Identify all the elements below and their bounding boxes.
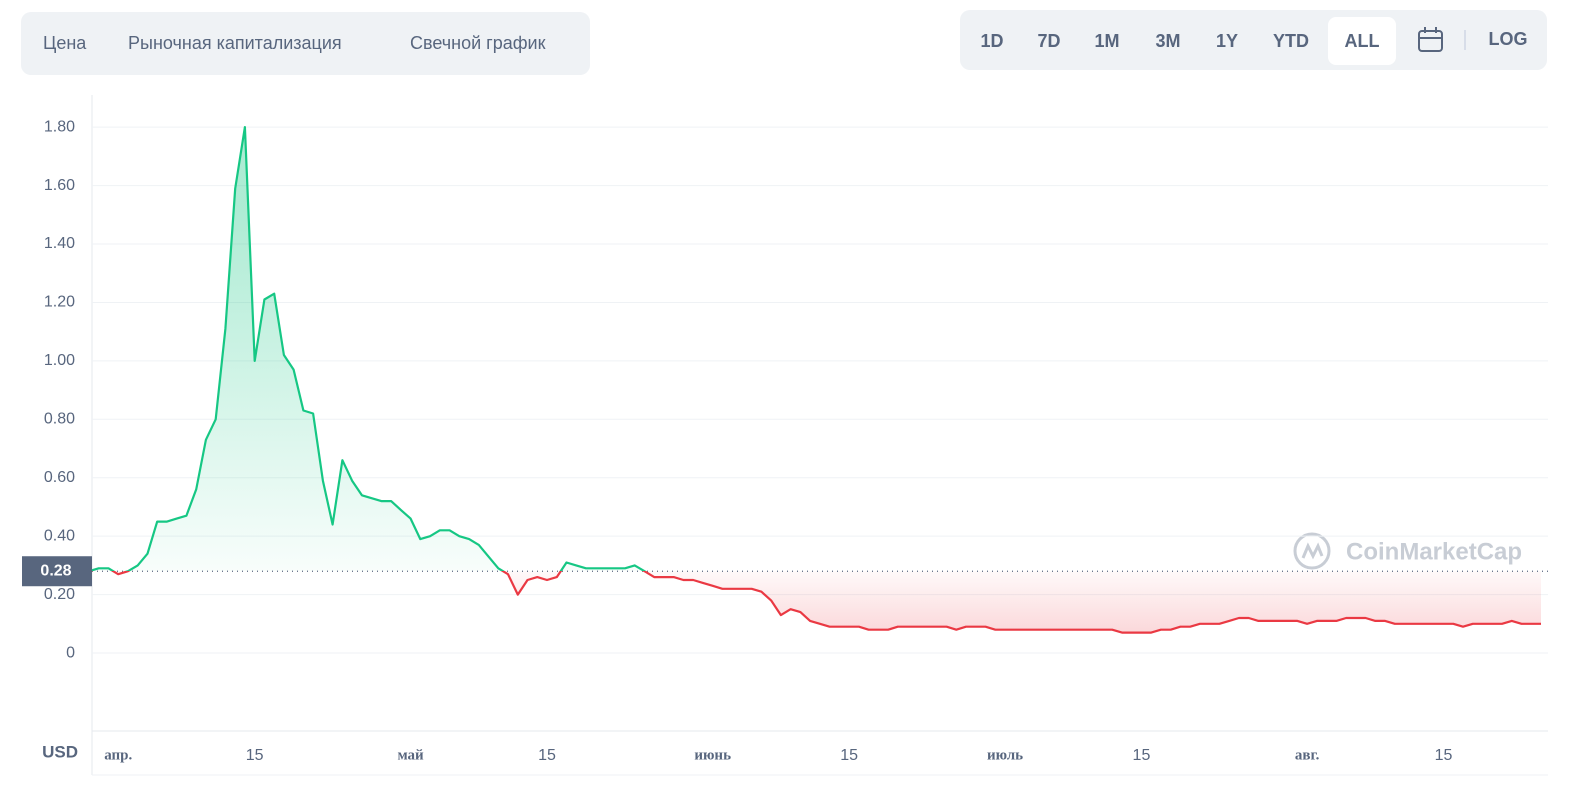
y-tick-label: 1.40: [44, 235, 75, 252]
range-button[interactable]: 1D: [980, 31, 1003, 51]
log-button[interactable]: LOG: [1489, 29, 1528, 49]
tab[interactable]: Свечной график: [410, 33, 546, 53]
tab[interactable]: Рыночная капитализация: [128, 33, 342, 53]
tab[interactable]: Цена: [43, 33, 87, 53]
y-tick-label: 1.00: [44, 352, 75, 369]
header: Цена Рыночная капитализация Свечной график…: [43, 17, 1528, 65]
watermark: CoinMarketCap: [1346, 538, 1522, 565]
y-tick-label: 0.80: [44, 411, 75, 428]
y-tick-label: 1.20: [44, 294, 75, 311]
range-button[interactable]: YTD: [1273, 31, 1309, 51]
y-tick-label: 0.20: [44, 586, 75, 603]
tab-bar: [21, 12, 590, 75]
x-tick-label: 15: [538, 747, 556, 764]
y-tick-label: 0.40: [44, 527, 75, 544]
y-unit: USD: [42, 742, 78, 761]
calendar-button[interactable]: [1418, 27, 1443, 52]
watermark-logo: [1293, 532, 1331, 570]
area-fill: [89, 127, 1541, 633]
current-price-label: 0.28: [40, 562, 71, 579]
current-price-box: [22, 556, 92, 587]
range-bar: [960, 10, 1547, 70]
price-line: [88, 126, 1541, 634]
y-tick-label: 0: [66, 644, 75, 661]
x-tick-label: июнь: [694, 747, 731, 763]
x-tick-label: июль: [987, 747, 1023, 763]
range-button[interactable]: ALL: [1345, 31, 1380, 51]
range-button[interactable]: 1M: [1094, 31, 1119, 51]
y-tick-label: 0.60: [44, 469, 75, 486]
x-tick-label: апр.: [104, 747, 132, 763]
y-tick-label: 1.60: [44, 177, 75, 194]
range-button[interactable]: 3M: [1155, 31, 1180, 51]
x-tick-label: 15: [1435, 747, 1453, 764]
x-tick-label: 15: [1133, 747, 1151, 764]
x-tick-label: май: [397, 747, 424, 763]
x-tick-label: 15: [246, 747, 264, 764]
y-tick-label: 1.80: [44, 118, 75, 135]
range-button[interactable]: 1Y: [1216, 31, 1238, 51]
range-active: [1328, 17, 1396, 65]
range-button[interactable]: 7D: [1037, 31, 1060, 51]
x-tick-label: 15: [840, 747, 858, 764]
x-tick-label: авг.: [1295, 747, 1320, 763]
